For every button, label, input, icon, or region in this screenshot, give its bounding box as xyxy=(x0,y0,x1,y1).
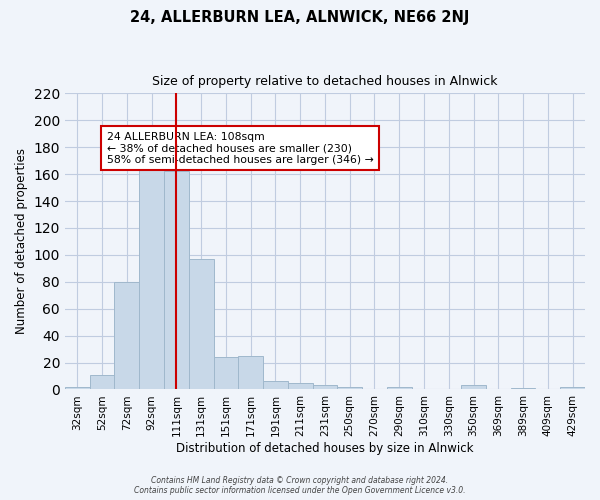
Bar xyxy=(89,374,115,390)
Text: Contains HM Land Registry data © Crown copyright and database right 2024.
Contai: Contains HM Land Registry data © Crown c… xyxy=(134,476,466,495)
Title: Size of property relative to detached houses in Alnwick: Size of property relative to detached ho… xyxy=(152,75,498,88)
Bar xyxy=(65,387,89,390)
Bar xyxy=(511,388,535,390)
Bar xyxy=(263,382,288,390)
Bar xyxy=(288,382,313,390)
Bar xyxy=(387,387,412,390)
Bar xyxy=(461,386,486,390)
Bar xyxy=(189,259,214,390)
Bar xyxy=(115,282,139,390)
Bar xyxy=(560,387,585,390)
Bar xyxy=(313,386,337,390)
Bar xyxy=(238,356,263,390)
Bar xyxy=(139,156,164,390)
Y-axis label: Number of detached properties: Number of detached properties xyxy=(15,148,28,334)
Bar xyxy=(214,357,238,390)
Text: 24 ALLERBURN LEA: 108sqm
← 38% of detached houses are smaller (230)
58% of semi-: 24 ALLERBURN LEA: 108sqm ← 38% of detach… xyxy=(107,132,373,165)
Bar xyxy=(164,172,189,390)
X-axis label: Distribution of detached houses by size in Alnwick: Distribution of detached houses by size … xyxy=(176,442,474,455)
Bar xyxy=(337,387,362,390)
Text: 24, ALLERBURN LEA, ALNWICK, NE66 2NJ: 24, ALLERBURN LEA, ALNWICK, NE66 2NJ xyxy=(130,10,470,25)
